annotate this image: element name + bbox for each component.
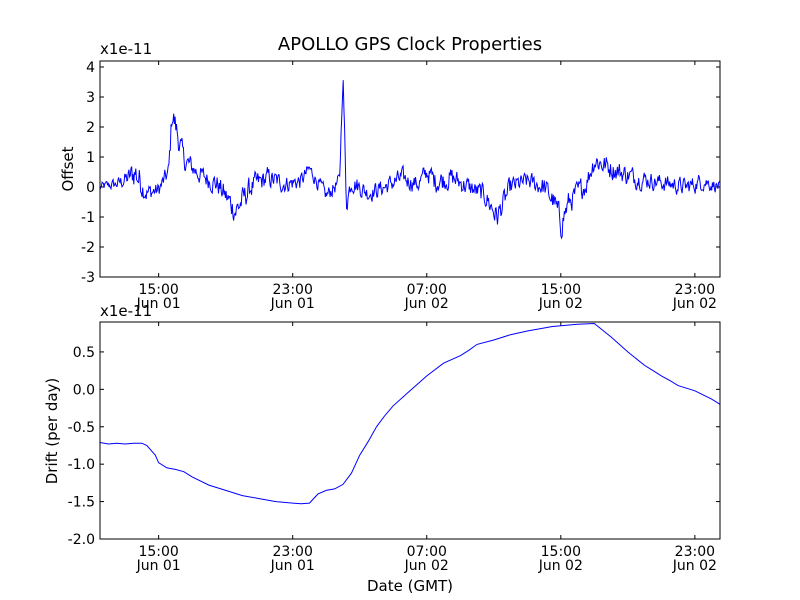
drift-x-axis-label: Date (GMT) — [367, 577, 453, 595]
offset-x-tick-date-label: Jun 01 — [136, 296, 181, 312]
offset-scale-label: x1e-11 — [100, 40, 152, 58]
offset-plot-frame — [99, 60, 721, 278]
offset-x-tick-date-label: Jun 02 — [538, 296, 583, 312]
drift-x-tick-time-label: 07:00 — [407, 544, 447, 560]
offset-y-tick-label: -3 — [81, 270, 95, 286]
offset-chart: APOLLO GPS Clock Properties x1e-11 Offse… — [59, 34, 721, 312]
drift-x-tick-time-label: 23:00 — [675, 544, 715, 560]
offset-x-tick-date-label: Jun 02 — [672, 296, 717, 312]
offset-y-tick-label: 4 — [86, 60, 95, 76]
offset-y-tick-label: -1 — [81, 210, 95, 226]
drift-y-ticks: -2.0 -1.5 -1.0 -0.5 0.0 0.5 — [68, 345, 720, 548]
drift-y-tick-label: 0.5 — [73, 345, 95, 361]
drift-x-tick-date-label: Jun 02 — [404, 558, 449, 574]
chart-title: APOLLO GPS Clock Properties — [278, 34, 542, 55]
drift-x-tick-date-label: Jun 01 — [270, 558, 315, 574]
drift-x-tick-date-label: Jun 02 — [538, 558, 583, 574]
drift-x-tick-time-label: 23:00 — [273, 544, 313, 560]
offset-y-axis-label: Offset — [59, 146, 77, 191]
drift-scale-label: x1e-11 — [100, 302, 152, 320]
offset-y-tick-label: 3 — [86, 90, 95, 106]
offset-y-tick-label: 0 — [86, 180, 95, 196]
offset-x-tick-time-label: 07:00 — [407, 282, 447, 298]
offset-y-tick-label: -2 — [81, 240, 95, 256]
offset-y-ticks: -3 -2 -1 0 1 2 3 4 — [81, 60, 720, 286]
drift-y-tick-label: -2.0 — [68, 532, 95, 548]
drift-x-tick-time-label: 15:00 — [138, 544, 178, 560]
drift-y-tick-label: -1.5 — [68, 495, 95, 511]
drift-plot-frame — [99, 321, 721, 540]
offset-x-tick-time-label: 15:00 — [138, 282, 178, 298]
offset-x-tick-time-label: 23:00 — [675, 282, 715, 298]
offset-x-tick-date-label: Jun 01 — [270, 296, 315, 312]
offset-y-tick-label: 1 — [86, 150, 95, 166]
drift-x-tick-date-label: Jun 01 — [136, 558, 181, 574]
drift-y-tick-label: -1.0 — [68, 457, 95, 473]
drift-x-tick-date-label: Jun 02 — [672, 558, 717, 574]
offset-x-tick-date-label: Jun 02 — [404, 296, 449, 312]
offset-y-tick-label: 2 — [86, 120, 95, 136]
drift-y-tick-label: 0.0 — [73, 382, 95, 398]
offset-x-tick-time-label: 23:00 — [273, 282, 313, 298]
drift-x-tick-time-label: 15:00 — [541, 544, 581, 560]
drift-y-axis-label: Drift (per day) — [43, 378, 61, 485]
offset-series-line — [99, 80, 721, 240]
drift-chart: x1e-11 Drift (per day) Date (GMT) -2.0 -1… — [43, 302, 721, 595]
drift-series-line — [99, 322, 721, 505]
offset-x-tick-time-label: 15:00 — [541, 282, 581, 298]
drift-y-tick-label: -0.5 — [68, 420, 95, 436]
